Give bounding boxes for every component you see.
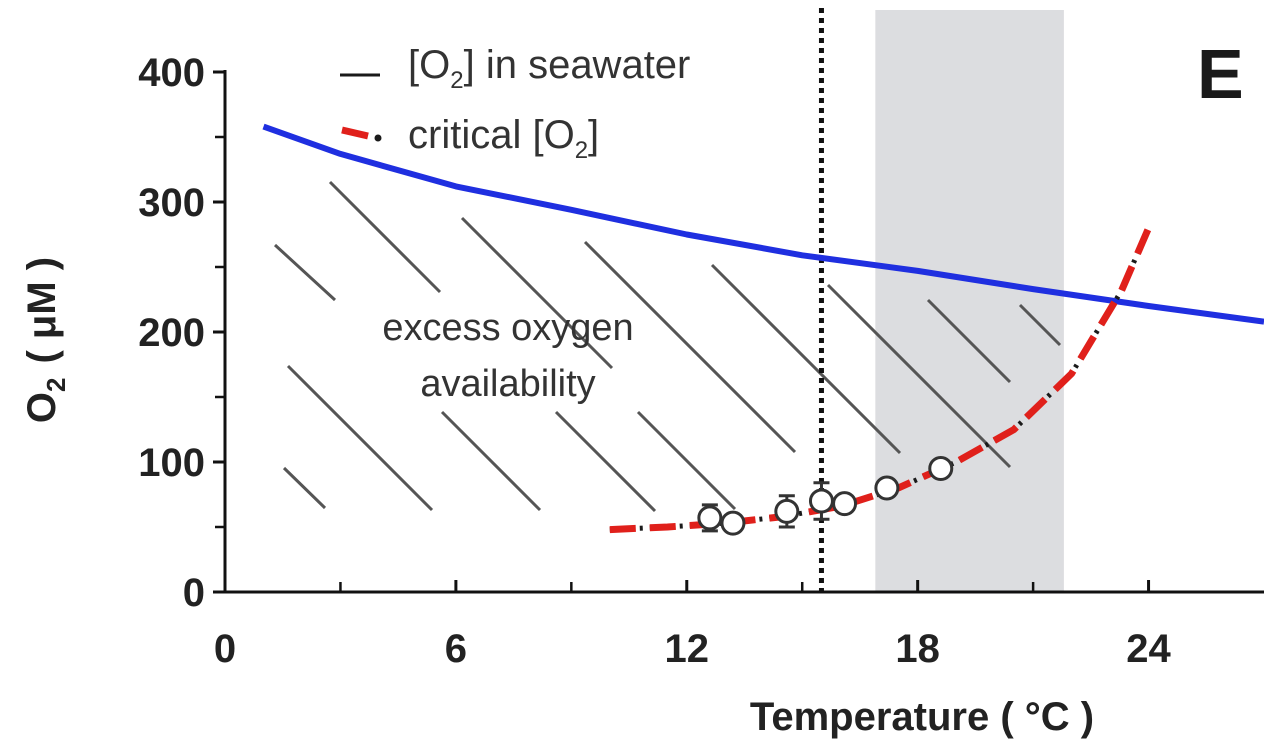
- data-point-5: [874, 475, 900, 501]
- y-axis-title-units: ( μM ): [20, 257, 64, 364]
- y-tick-label-400: 400: [138, 51, 205, 95]
- y-tick-label-300: 300: [138, 181, 205, 225]
- hatch-line-5: [826, 283, 1012, 469]
- shaded-region-rect: [875, 10, 1064, 592]
- data-point-3: [808, 488, 834, 514]
- y-axis-title: O2 ( μM ): [20, 257, 71, 423]
- hatch-line-8: [286, 364, 434, 512]
- hatch-line-9: [440, 410, 542, 512]
- hatch-line-4: [710, 263, 902, 455]
- x-tick-label-24: 24: [1126, 627, 1171, 671]
- hatch-line-0: [273, 243, 337, 302]
- y-axis-title-main: O: [20, 392, 64, 423]
- y-axis-title-sub: 2: [41, 378, 71, 392]
- seawater-o2-line: [262, 123, 1264, 325]
- legend-critical-dot: [374, 134, 382, 142]
- excess-oxygen-hatching: [273, 180, 1062, 513]
- measurement-points: [697, 456, 954, 536]
- hatch-line-3: [583, 240, 797, 454]
- hatch-line-10: [554, 410, 657, 513]
- hatch-line-12: [282, 466, 327, 510]
- x-tick-label-18: 18: [895, 627, 940, 671]
- x-tick-label-6: 6: [445, 627, 467, 671]
- data-point-2: [774, 498, 800, 524]
- ticks: 0 100 200 300 400 0 6 12 18 24: [138, 51, 1171, 671]
- hatch-line-2: [460, 216, 614, 370]
- legend: [O2] in seawater critical [O2]: [340, 43, 690, 164]
- data-point-4: [832, 491, 858, 517]
- thermal-window-shaded-region: [875, 10, 1064, 592]
- x-axis-title: Temperature ( °C ): [750, 695, 1094, 739]
- hatch-line-11: [636, 410, 737, 511]
- data-point-6: [928, 456, 954, 481]
- hatch-line-6: [926, 298, 1012, 384]
- data-point-0: [697, 505, 723, 531]
- legend-seawater-label: [O2] in seawater: [408, 43, 690, 94]
- y-tick-label-200: 200: [138, 311, 205, 355]
- hatch-line-1: [328, 180, 442, 294]
- panel-label: E: [1197, 35, 1244, 113]
- annotation-line-2: availability: [420, 363, 595, 405]
- svg-text:O2( μM ): O2 ( μM ): [20, 257, 71, 423]
- hatch-line-7: [1018, 303, 1062, 347]
- y-tick-label-100: 100: [138, 441, 205, 485]
- x-tick-label-12: 12: [665, 627, 710, 671]
- y-tick-label-0: 0: [183, 571, 205, 615]
- annotation-line-1: excess oxygen: [382, 307, 633, 349]
- x-tick-label-0: 0: [214, 627, 236, 671]
- data-point-1: [720, 510, 746, 536]
- excess-oxygen-annotation: excess oxygen availability: [382, 307, 633, 405]
- legend-critical-label: critical [O2]: [408, 113, 599, 164]
- legend-critical-swatch: [341, 126, 369, 140]
- axes: [223, 70, 1264, 594]
